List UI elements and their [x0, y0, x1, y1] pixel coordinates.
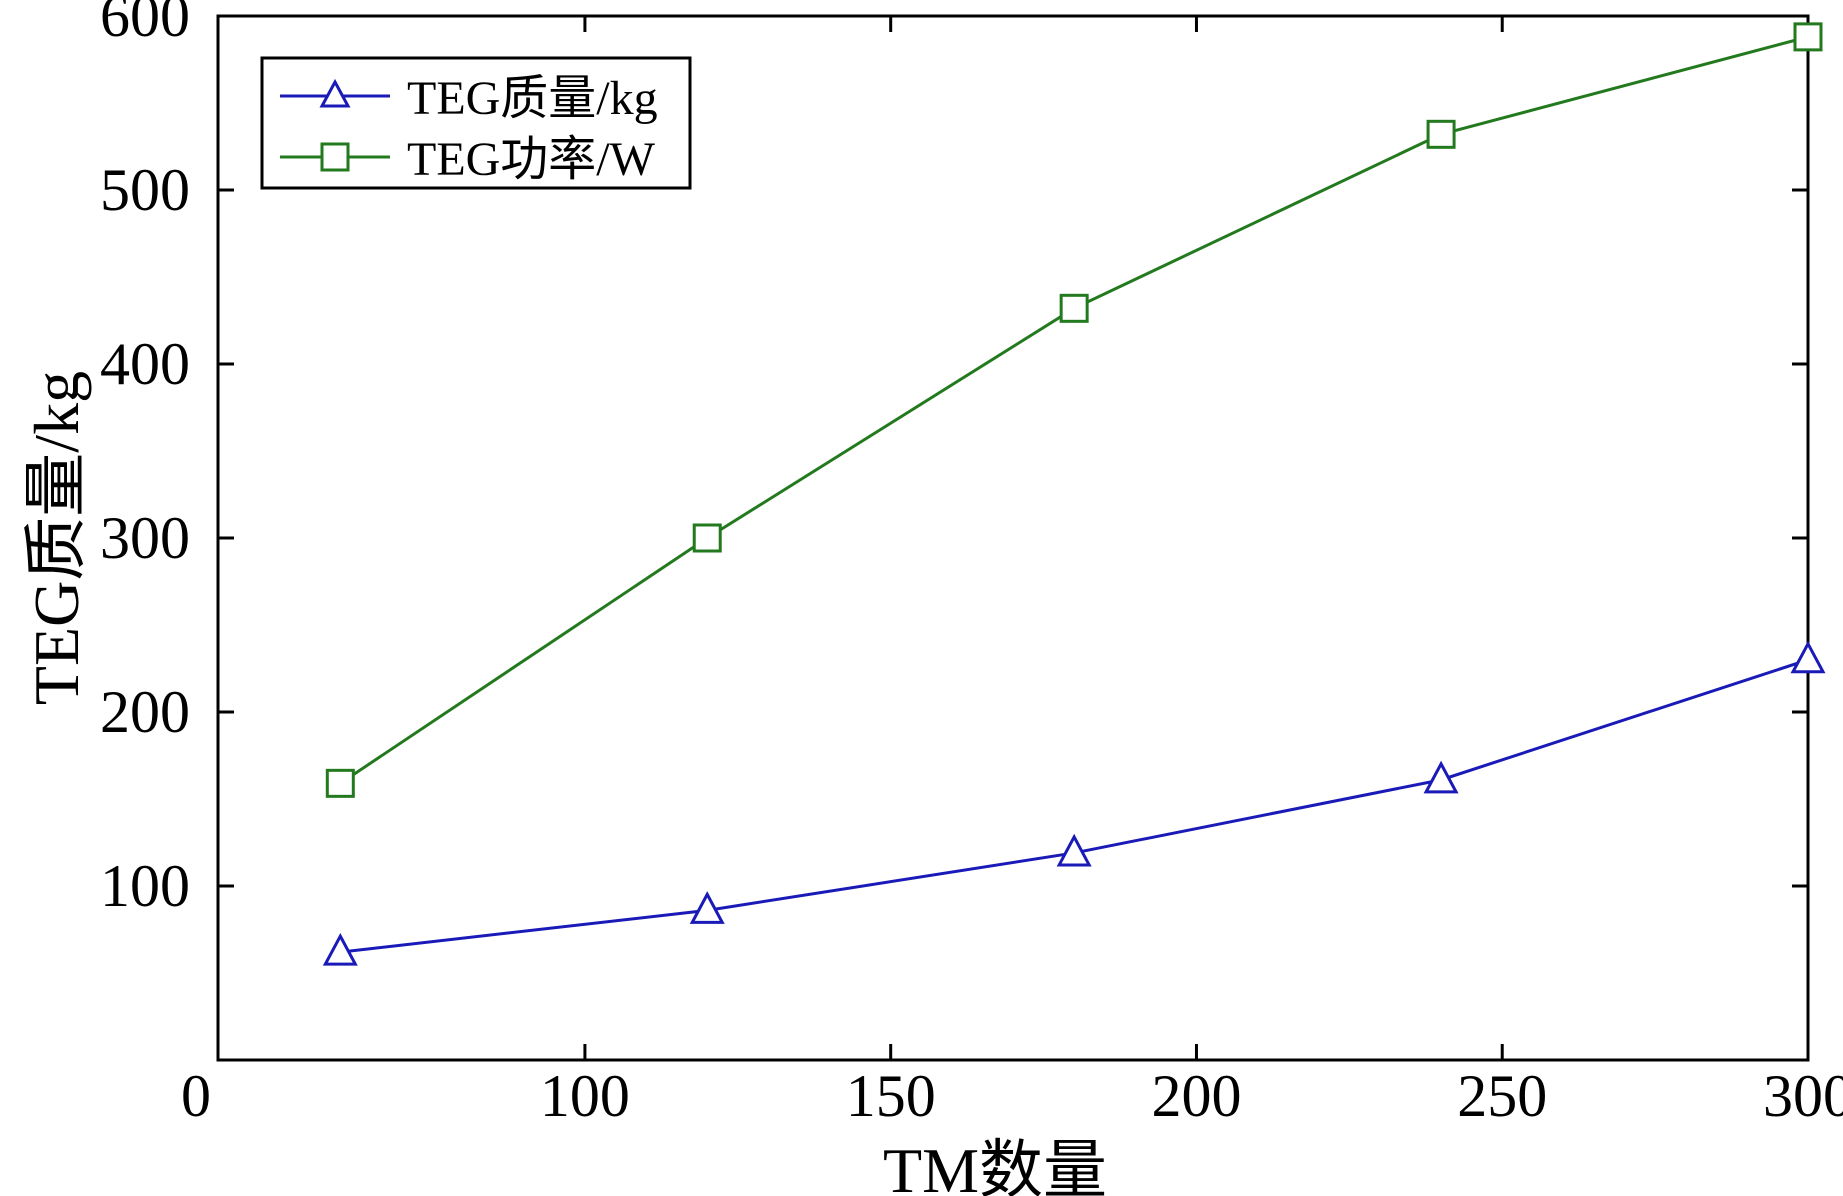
y-tick-label: 300	[100, 505, 190, 571]
teg-mass-point	[1423, 760, 1459, 794]
x-axis-title: TM数量	[883, 1135, 1107, 1196]
teg-power-point	[325, 768, 355, 798]
legend-square-marker-icon	[320, 142, 350, 172]
x-tick-label: 250	[1457, 1063, 1547, 1129]
axis-ticks: 0 100 150 200 250 300 100 200 300 400 500 600	[100, 0, 1843, 1129]
x-tick-label: 300	[1763, 1063, 1843, 1129]
legend: TEG质量/kg TEG功率/W	[260, 56, 692, 190]
teg-mass-point	[1056, 833, 1092, 867]
y-tick-label: 200	[100, 679, 190, 745]
y-axis-title: TEG质量/kg	[21, 371, 92, 705]
legend-label-teg-power: TEG功率/W	[407, 133, 656, 186]
teg-mass-point	[1790, 640, 1826, 674]
legend-triangle-marker-icon	[319, 78, 351, 108]
teg-power-point	[1426, 119, 1456, 149]
teg-mass-point	[322, 932, 358, 966]
teg-power-point	[1793, 22, 1823, 52]
x-tick-label: 100	[540, 1063, 630, 1129]
x-tick-label: 200	[1151, 1063, 1241, 1129]
y-tick-label: 500	[100, 157, 190, 223]
legend-label-teg-mass: TEG质量/kg	[407, 72, 658, 125]
teg-power-point	[692, 523, 722, 553]
x-tick-label: 150	[846, 1063, 936, 1129]
plot-area	[216, 14, 1810, 1062]
legend-item-teg-power: TEG功率/W	[280, 133, 656, 186]
y-tick-label: 400	[100, 331, 190, 397]
y-tick-label: 600	[100, 0, 190, 49]
x-tick-label: 0	[181, 1063, 211, 1129]
teg-mass-point	[689, 891, 725, 924]
legend-item-teg-mass: TEG质量/kg	[280, 72, 658, 125]
teg-power-point	[1059, 293, 1089, 323]
y-tick-label: 100	[100, 853, 190, 919]
series-markers	[322, 22, 1826, 966]
